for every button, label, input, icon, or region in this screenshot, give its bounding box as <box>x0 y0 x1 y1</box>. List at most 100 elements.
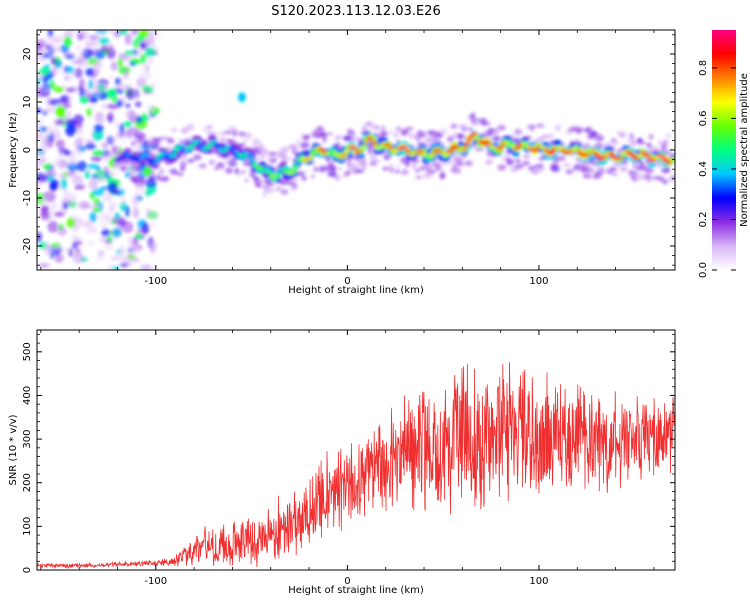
spectrogram-cell <box>234 167 240 174</box>
spectrogram-cell <box>217 136 227 143</box>
spectrogram-cell <box>123 120 132 128</box>
spectrogram-cell <box>186 123 195 131</box>
spectrogram-cell <box>76 45 81 51</box>
spectrogram-cell <box>507 158 515 165</box>
spectrogram-cell <box>114 83 127 91</box>
spectrogram-cell <box>72 252 84 264</box>
spectrogram-cell <box>385 143 392 147</box>
spectrogram-cell <box>206 125 213 129</box>
spectrogram-cell <box>515 158 521 163</box>
spectrogram-cell <box>113 30 122 38</box>
spectrogram-cell <box>125 162 130 169</box>
spectrogram-cell <box>69 212 77 218</box>
y-tick-label: 300 <box>22 430 33 449</box>
spectrogram-cell <box>129 61 136 67</box>
spectrogram-cell <box>558 146 563 150</box>
spectrogram-cell <box>166 148 171 153</box>
spectrogram-cell <box>124 103 131 108</box>
spectrogram-cell <box>120 194 126 206</box>
spectrogram-cell <box>173 148 179 152</box>
spectrogram-cell <box>364 121 374 127</box>
spectrogram-cell <box>607 151 614 155</box>
spectrogram-cell <box>457 133 465 139</box>
spectrogram-cell <box>561 162 572 167</box>
spectrogram-cell <box>591 175 602 179</box>
spectrogram-cell <box>178 157 189 163</box>
spectrogram-cell <box>328 152 334 156</box>
spectrogram-cell <box>454 145 461 149</box>
spectrogram-cell <box>369 154 377 162</box>
y-tick-label: 200 <box>22 473 33 492</box>
spectrogram-cell <box>127 131 134 139</box>
spectrogram-cell <box>252 176 260 182</box>
spectrogram-cell <box>292 150 297 155</box>
spectrogram-cell <box>464 160 473 167</box>
spectrogram-cell <box>225 167 233 174</box>
spectrogram-cell <box>431 163 440 167</box>
spectrogram-cell <box>121 96 127 106</box>
spectrogram-cell <box>109 255 122 261</box>
spectrogram-cell <box>616 130 621 135</box>
colorbar-ticks: 0.0 0.2 0.4 0.6 0.8 <box>698 60 736 278</box>
spectrogram-cell <box>85 143 97 150</box>
spectrogram-cell <box>591 149 596 153</box>
spectrogram-cell <box>130 240 136 252</box>
spectrogram-cell <box>148 55 154 63</box>
colorbar-tick-label: 0.6 <box>698 110 709 126</box>
spectrogram-cell <box>648 134 654 140</box>
spectrogram-cell <box>60 246 70 254</box>
spectrogram-cell <box>67 54 74 60</box>
spectrogram-cell <box>319 149 326 152</box>
spectrogram-cell <box>117 58 123 67</box>
spectrogram-cell <box>249 170 256 178</box>
spectrogram-ylabel: Frequency (Hz) <box>8 112 19 188</box>
spectrogram-cell <box>464 141 471 145</box>
spectrogram-cell <box>257 142 265 148</box>
spectrogram-cell <box>584 143 591 147</box>
spectrogram-cell <box>350 132 357 137</box>
spectrogram-cell <box>585 167 595 174</box>
colorbar-tick-label: 0.0 <box>698 262 709 278</box>
spectrogram-cell <box>446 136 455 143</box>
spectrogram-cell <box>137 133 144 141</box>
spectrogram-cell <box>166 137 174 144</box>
spectrogram-cell <box>153 210 158 216</box>
spectrogram-cell <box>486 141 491 144</box>
spectrogram-cell <box>535 123 545 129</box>
y-tick-label: 0 <box>22 147 33 153</box>
spectrogram-cell <box>395 125 401 133</box>
spectrogram-cell <box>51 130 60 140</box>
spectrogram-cell <box>96 221 108 227</box>
spectrogram-cell <box>260 185 269 189</box>
spectrogram-cell <box>50 192 55 198</box>
spectrogram-cell <box>254 181 261 188</box>
spectrogram-cell <box>46 169 57 177</box>
spectrogram-cell <box>193 154 202 161</box>
spectrogram-cell <box>270 177 278 182</box>
spectrogram-cell <box>97 213 110 221</box>
spectrogram-cell <box>96 171 106 184</box>
spectrogram-cell <box>150 91 157 96</box>
spectrogram-cell <box>149 241 156 250</box>
spectrogram-cell <box>461 126 468 132</box>
spectrogram-cell <box>64 76 69 81</box>
spectrogram-cell <box>506 141 512 145</box>
spectrogram-cell <box>85 169 91 175</box>
spectrogram-cell <box>258 178 263 183</box>
snr-ylabel: SNR (10 * v/v) <box>8 414 19 485</box>
snr-background <box>37 330 675 570</box>
spectrogram-cell <box>277 153 287 159</box>
spectrogram-cell <box>497 164 507 171</box>
spectrogram-cell <box>389 130 394 134</box>
spectrogram-cell <box>295 139 301 146</box>
spectrogram-cell <box>74 67 83 79</box>
spectrogram-cell <box>401 156 408 163</box>
spectrogram-cell <box>382 166 390 171</box>
spectrogram-cell <box>180 127 189 134</box>
spectrogram-cell <box>85 33 95 46</box>
spectrogram-cell <box>187 159 193 163</box>
spectrogram-cell <box>461 148 468 152</box>
spectrogram-cell <box>44 242 52 255</box>
spectrogram-cell <box>341 152 349 156</box>
spectrogram-cell <box>395 164 401 168</box>
